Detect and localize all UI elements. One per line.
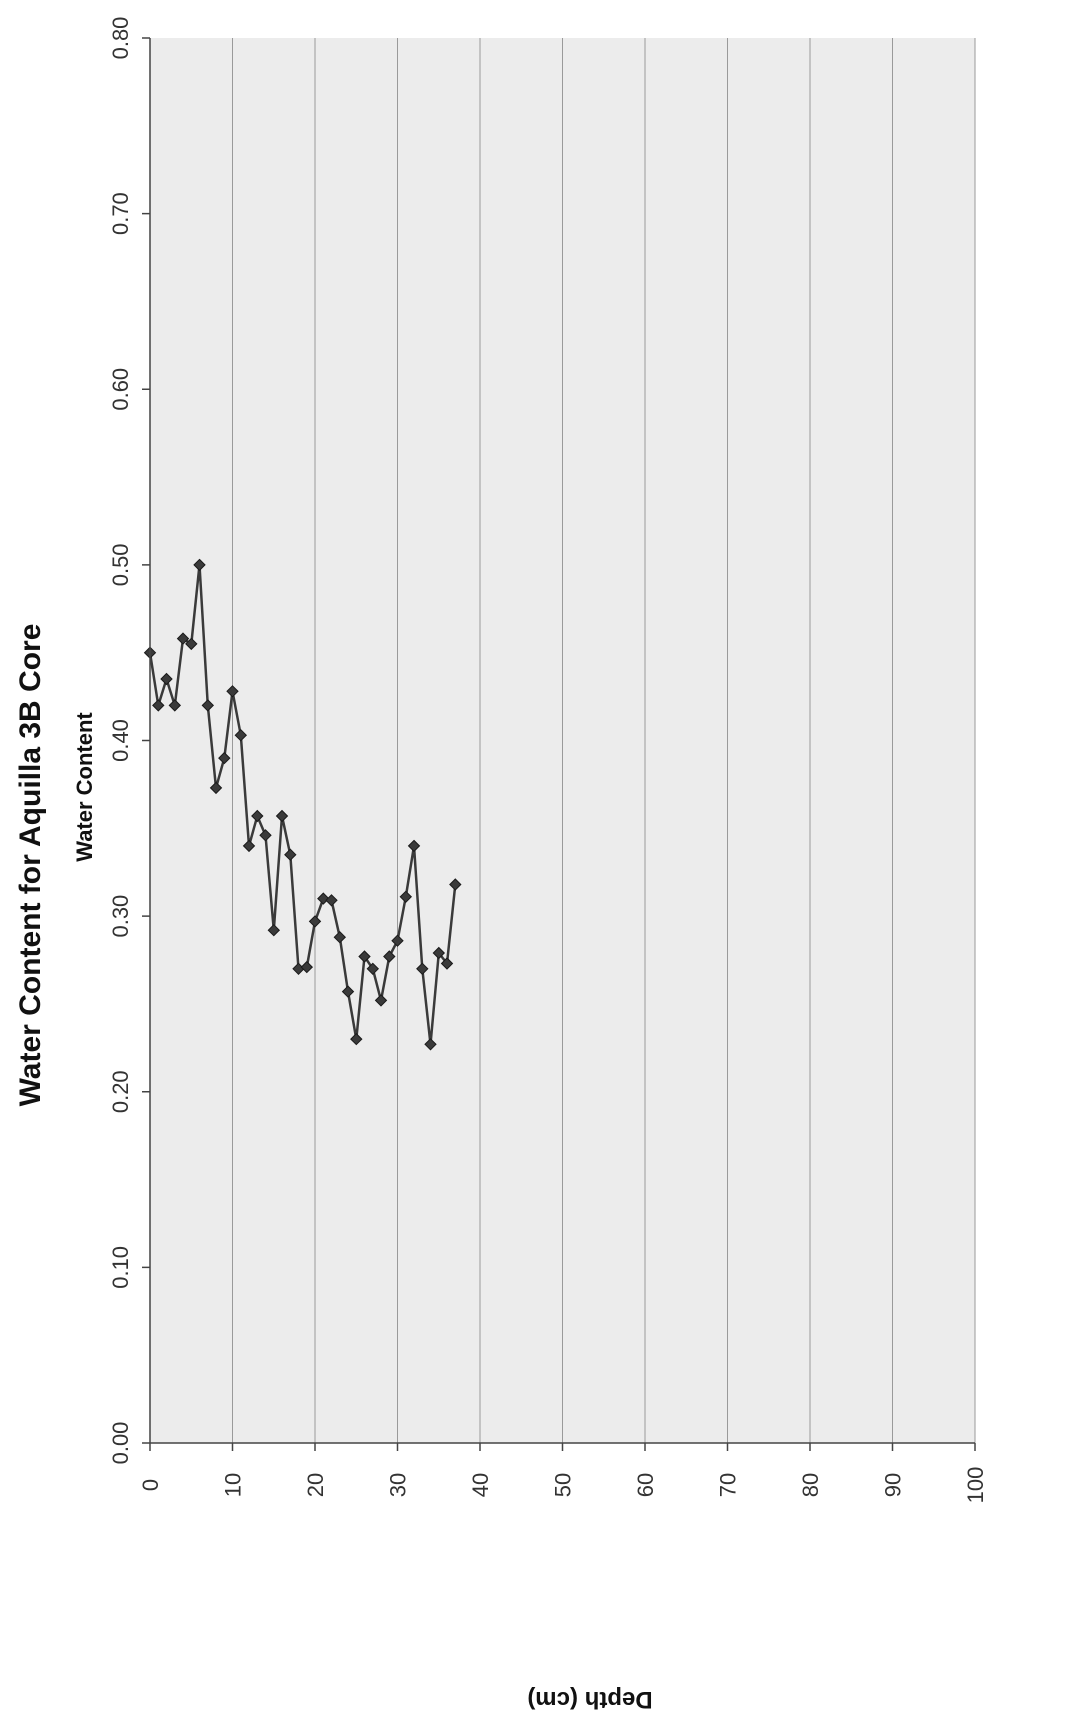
x-tick-label: 90 xyxy=(881,1473,906,1497)
x-axis-label: Depth (cm) xyxy=(527,1686,652,1713)
data-point xyxy=(251,809,264,823)
x-tick-label: 100 xyxy=(963,1467,988,1504)
chart-title: Water Content for Aquilla 3B Core xyxy=(14,624,47,1107)
data-point xyxy=(317,892,330,905)
data-point xyxy=(185,637,198,651)
data-point xyxy=(284,848,297,861)
data-point xyxy=(259,829,272,842)
data-point xyxy=(449,878,462,891)
data-point xyxy=(424,1038,437,1051)
y-tick-label: 0.60 xyxy=(108,368,133,411)
plot-area xyxy=(150,38,976,1443)
data-point xyxy=(391,934,404,947)
data-point xyxy=(358,950,371,963)
data-point xyxy=(242,839,256,853)
x-tick-label: 60 xyxy=(633,1473,658,1497)
y-tick-label: 0.40 xyxy=(108,719,133,762)
series-layer xyxy=(143,558,462,1051)
x-tick-label: 30 xyxy=(386,1473,411,1497)
data-point xyxy=(160,672,173,686)
data-point xyxy=(218,751,231,765)
data-point xyxy=(333,930,347,944)
y-tick-label: 0.10 xyxy=(108,1246,133,1289)
data-point xyxy=(176,632,190,645)
x-tick-label: 0 xyxy=(138,1479,163,1491)
data-point xyxy=(383,950,396,963)
data-point xyxy=(308,915,322,928)
data-point xyxy=(416,962,429,976)
data-point xyxy=(234,728,248,742)
data-point xyxy=(325,894,338,907)
data-point xyxy=(407,839,421,853)
x-tick-label: 80 xyxy=(798,1473,823,1497)
x-tick-label: 40 xyxy=(468,1473,493,1497)
y-tick-label: 0.50 xyxy=(108,543,133,586)
data-point xyxy=(366,962,380,976)
data-point xyxy=(275,809,289,823)
data-point xyxy=(201,699,215,712)
data-point xyxy=(341,985,355,998)
chart-subtitle: Water Content xyxy=(72,712,97,862)
data-point xyxy=(440,957,454,970)
labels: Water Content for Aquilla 3B Core Water … xyxy=(14,624,653,1713)
data-point xyxy=(267,923,281,937)
x-tick-label: 50 xyxy=(551,1473,576,1497)
y-tick-label: 0.80 xyxy=(108,17,133,60)
axes: 0.00 0.10 0.20 0.30 0.40 0.50 0.60 0.70 0.80 0 10 2… xyxy=(108,17,988,1504)
y-tick-label: 0.20 xyxy=(108,1070,133,1113)
x-tick-label: 70 xyxy=(716,1473,741,1497)
data-point xyxy=(168,699,182,712)
data-point xyxy=(209,781,223,795)
data-point xyxy=(374,994,388,1007)
data-point xyxy=(193,558,206,572)
data-point xyxy=(226,685,239,698)
data-point xyxy=(300,960,314,974)
y-tick-label: 0.30 xyxy=(108,895,133,938)
data-point xyxy=(399,890,413,904)
y-tick-label: 0.00 xyxy=(108,1422,133,1465)
y-tick-label: 0.70 xyxy=(108,192,133,235)
data-point xyxy=(432,946,446,960)
data-point xyxy=(350,1032,363,1046)
data-point xyxy=(152,699,165,712)
x-tick-label: 10 xyxy=(221,1473,246,1497)
x-tick-label: 20 xyxy=(303,1473,328,1497)
